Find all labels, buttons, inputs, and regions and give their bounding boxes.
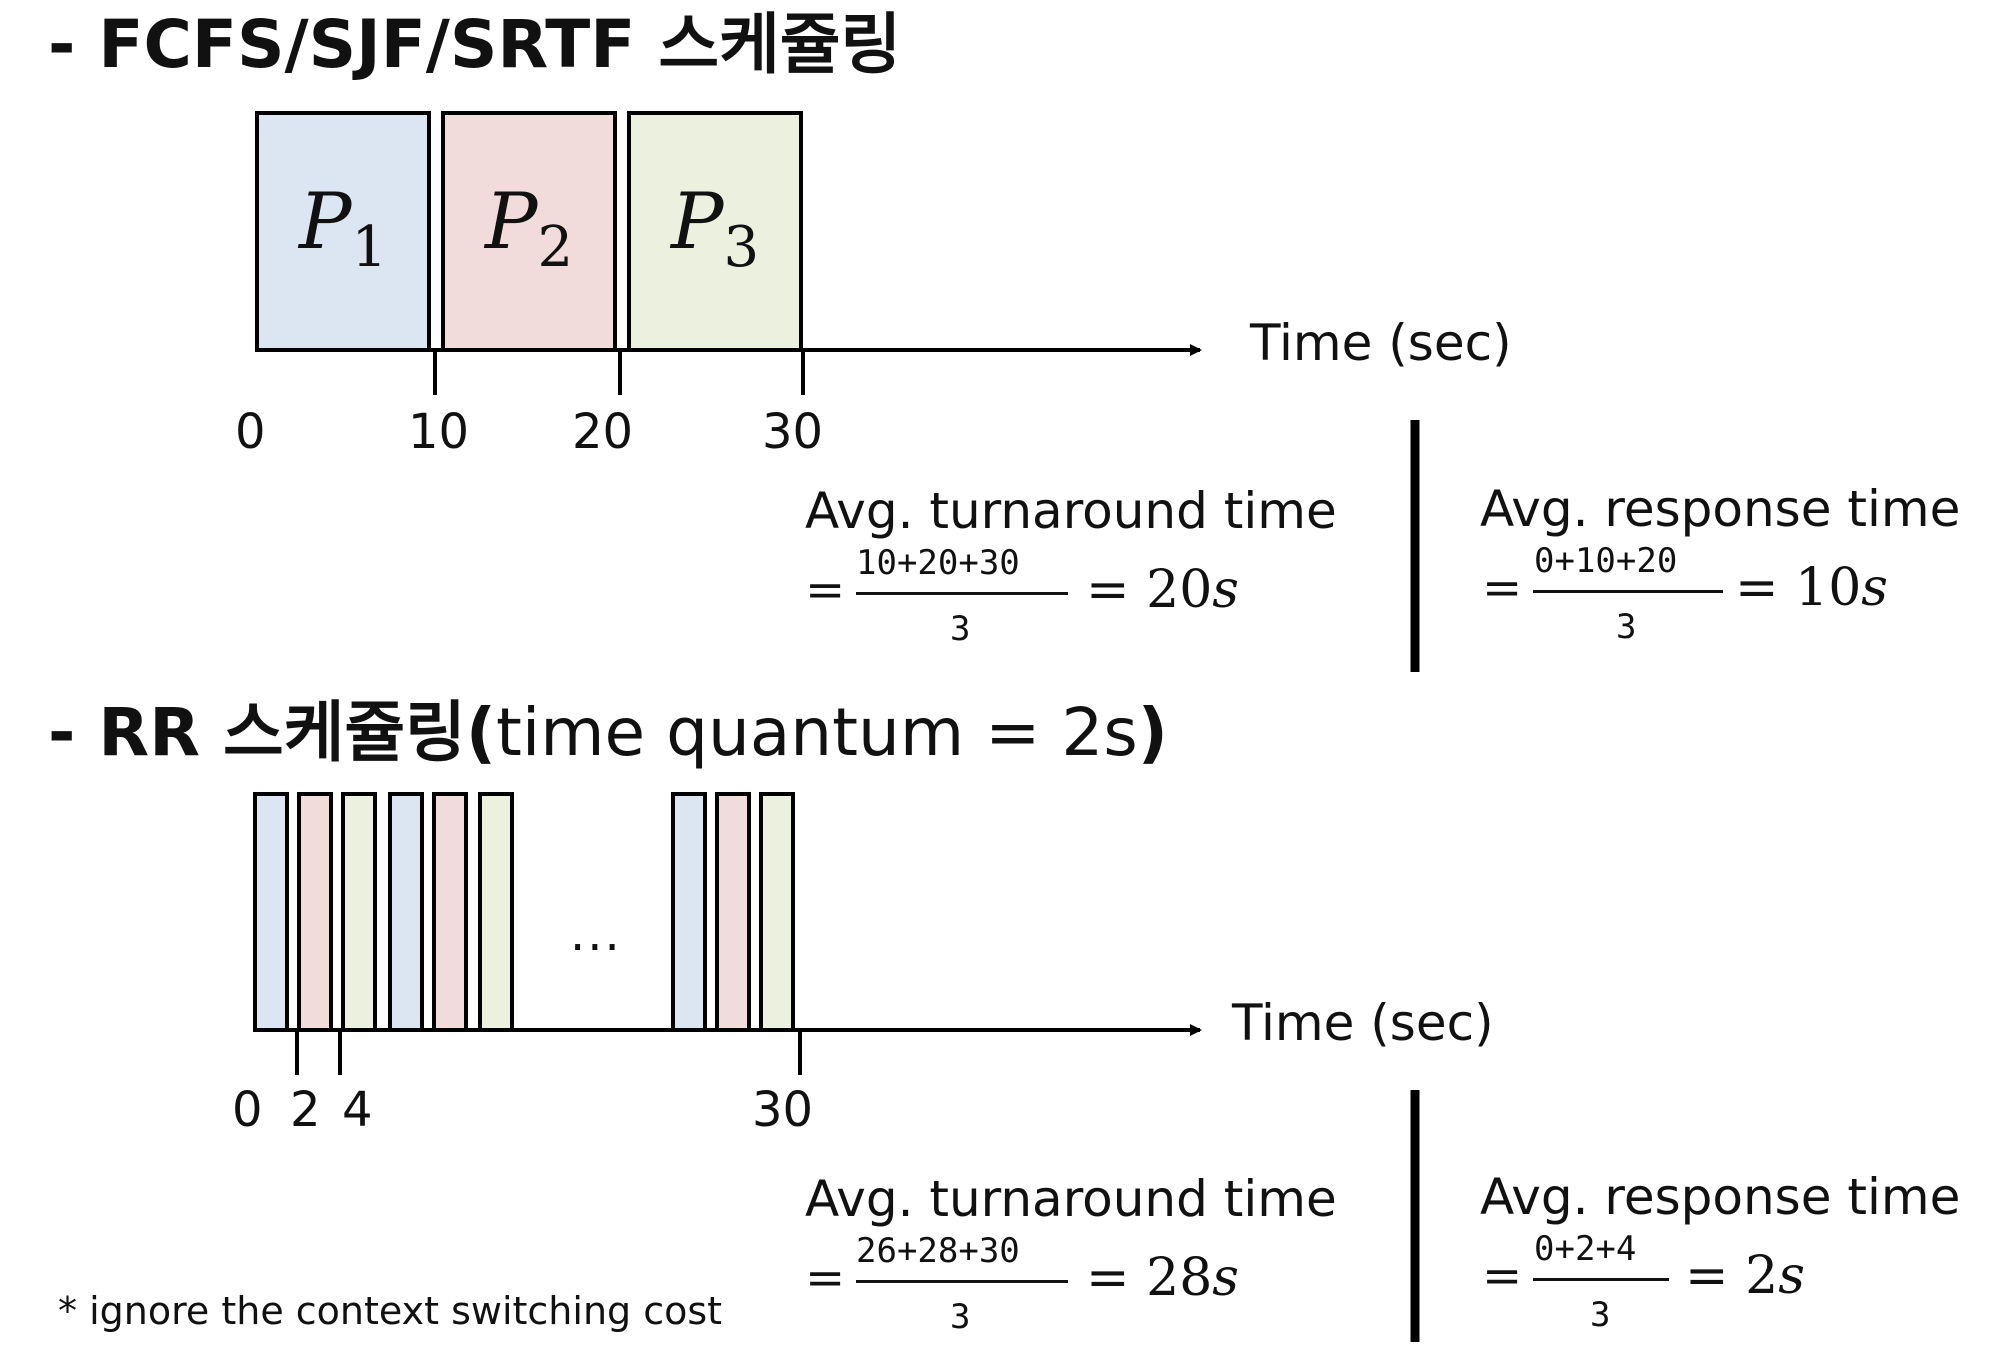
fcfs-response-eq: = (1482, 560, 1523, 616)
fcfs-turnaround-eq: = (805, 562, 846, 618)
fcfs-gantt-blocks (255, 111, 803, 352)
rr-axis-label: Time (sec) (1232, 994, 1494, 1052)
fcfs-tick-10: 10 (408, 404, 470, 460)
rr-tick-0: 0 (232, 1082, 263, 1138)
rr-response-result: = 2s (1685, 1246, 1805, 1306)
rr-tick-2: 2 (290, 1082, 321, 1138)
fcfs-tick-0: 0 (235, 404, 266, 460)
fcfs-turnaround-label: Avg. turnaround time (805, 482, 1337, 540)
rr-turnaround-result: = 28s (1086, 1248, 1239, 1308)
fcfs-turnaround-fraction-bar (856, 592, 1068, 595)
fcfs-block-label-p2: P2 (485, 177, 574, 280)
fcfs-heading: - FCFS/SJF/SRTF 스케쥴링 (48, 6, 902, 83)
rr-slice-p2-2 (297, 792, 333, 1032)
rr-turnaround-denominator: 3 (950, 1297, 971, 1337)
fcfs-block-p1 (255, 111, 431, 352)
rr-slice-p1-0 (253, 792, 289, 1032)
rr-tick-marks (295, 1030, 802, 1075)
fcfs-tick-marks (433, 350, 805, 395)
rr-slice-p3-10 (478, 792, 514, 1032)
fcfs-turnaround-result: = 20s (1086, 560, 1239, 620)
fcfs-block-label-p1: P1 (299, 177, 388, 280)
rr-gantt-slices (253, 792, 795, 1032)
rr-response-fraction-bar (1533, 1278, 1669, 1281)
rr-tick-4: 4 (342, 1082, 373, 1138)
fcfs-block-p3 (627, 111, 803, 352)
fcfs-tick-30: 30 (762, 404, 824, 460)
fcfs-response-numerator: 0+10+20 (1534, 541, 1678, 581)
rr-slice-p2-26 (715, 792, 751, 1032)
fcfs-turnaround-numerator: 10+20+30 (856, 543, 1020, 583)
rr-slice-p3-28 (759, 792, 795, 1032)
rr-turnaround-eq: = (805, 1250, 846, 1306)
rr-heading: - RR 스케쥴링(time quantum = 2s) (48, 694, 1168, 771)
fcfs-response-fraction-bar (1533, 590, 1723, 593)
rr-turnaround-fraction-bar (856, 1280, 1068, 1283)
rr-response-label: Avg. response time (1480, 1168, 1961, 1226)
fcfs-response-denominator: 3 (1616, 607, 1637, 647)
context-switch-footnote: * ignore the context switching cost (58, 1289, 723, 1333)
rr-turnaround-numerator: 26+28+30 (856, 1231, 1020, 1271)
rr-turnaround-label: Avg. turnaround time (805, 1170, 1337, 1228)
rr-tick-30: 30 (752, 1082, 814, 1138)
rr-slice-p2-8 (432, 792, 468, 1032)
fcfs-response-result: = 10s (1735, 558, 1888, 618)
rr-response-eq: = (1482, 1248, 1523, 1304)
rr-slice-p3-4 (341, 792, 377, 1032)
rr-slice-p1-6 (388, 792, 424, 1032)
rr-response-denominator: 3 (1590, 1295, 1611, 1335)
rr-ellipsis: ... (570, 906, 622, 962)
fcfs-block-p2 (441, 111, 617, 352)
fcfs-axis-label: Time (sec) (1250, 314, 1512, 372)
fcfs-block-label-p3: P3 (671, 177, 760, 280)
fcfs-turnaround-denominator: 3 (950, 609, 971, 649)
rr-response-numerator: 0+2+4 (1534, 1229, 1637, 1269)
fcfs-tick-20: 20 (572, 404, 634, 460)
rr-slice-p1-24 (671, 792, 707, 1032)
fcfs-response-label: Avg. response time (1480, 480, 1961, 538)
